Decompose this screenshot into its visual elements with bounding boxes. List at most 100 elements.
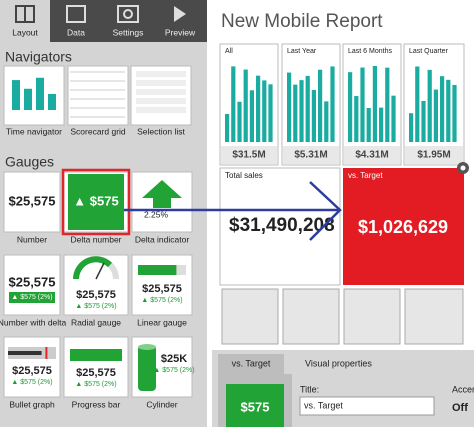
field-label: Title: xyxy=(300,384,319,394)
gauge-label[interactable]: Number with delta xyxy=(0,317,67,327)
preview-tile xyxy=(226,384,284,427)
cylinder-top xyxy=(138,344,156,350)
gauge-value: $25,575 xyxy=(142,283,182,295)
gauge-label[interactable]: Bullet graph xyxy=(9,399,55,409)
deco-bar xyxy=(330,66,335,142)
report-tile[interactable] xyxy=(219,43,279,166)
tile-label: Last Year xyxy=(287,48,317,55)
tile-label: All xyxy=(225,48,233,55)
navigator-label[interactable]: Selection list xyxy=(137,126,185,136)
accent-toggle[interactable]: Off xyxy=(452,402,468,414)
deco-item xyxy=(136,98,186,104)
deco-bar xyxy=(391,95,396,142)
progress-bar xyxy=(70,349,122,361)
navigator-label[interactable]: Time navigator xyxy=(6,126,62,136)
tile-label: Last 6 Months xyxy=(348,48,392,55)
gauge-value: $25K xyxy=(161,353,187,365)
tile-label: Total sales xyxy=(225,171,263,180)
title-input-value[interactable]: vs. Target xyxy=(304,400,343,410)
deco-bar xyxy=(421,100,426,142)
gear-icon xyxy=(460,165,466,171)
gauge-label[interactable]: Linear gauge xyxy=(137,317,187,327)
section-title: Navigators xyxy=(5,49,72,65)
prop-tab-active[interactable] xyxy=(218,354,284,374)
tile-value: $5.31M xyxy=(294,150,327,161)
gauge-label[interactable]: Progress bar xyxy=(72,399,121,409)
tile-value: $31.5M xyxy=(232,150,265,161)
tile-value: $31,490,208 xyxy=(229,215,335,236)
gauge-delta: ▲ $575 (2%) xyxy=(153,367,194,374)
report-tile[interactable] xyxy=(281,43,341,166)
preview-icon xyxy=(174,6,186,22)
gauge-thumb[interactable] xyxy=(63,336,129,398)
vs-target-tile[interactable] xyxy=(343,168,464,285)
linear-fill xyxy=(138,265,177,275)
empty-cell[interactable] xyxy=(343,288,401,345)
annotation-arrowhead xyxy=(309,181,342,241)
gauge-label[interactable]: Delta indicator xyxy=(135,234,190,244)
value-strip xyxy=(221,146,277,164)
value-strip xyxy=(405,146,463,164)
deco-bar xyxy=(231,66,236,142)
deco-bar xyxy=(249,90,254,142)
prop-tab[interactable]: vs. Target xyxy=(232,358,271,368)
cylinder xyxy=(138,345,156,391)
tile-value: $1.95M xyxy=(417,150,450,161)
deco-bar xyxy=(36,77,44,110)
gauge-value: ▲ $575 xyxy=(73,193,118,208)
deco-bar xyxy=(366,108,371,142)
gauge-delta: ▲ $575 (2%) xyxy=(11,294,52,301)
prop-tab[interactable]: Visual properties xyxy=(305,358,372,368)
field-label: Accen xyxy=(452,384,474,394)
gauge-value: 2.25% xyxy=(144,209,169,219)
section-title: Gauges xyxy=(5,154,54,170)
up-arrow xyxy=(142,180,182,208)
deco-bar xyxy=(415,66,420,142)
gauge-label[interactable]: Cylinder xyxy=(146,399,177,409)
tab-label[interactable]: Settings xyxy=(113,27,144,37)
deco-bar xyxy=(409,113,414,142)
report-title: New Mobile Report xyxy=(221,11,383,32)
empty-cell[interactable] xyxy=(221,288,279,345)
title-input[interactable] xyxy=(299,396,435,416)
gauge-label[interactable]: Radial gauge xyxy=(71,317,121,327)
deco-item xyxy=(136,71,186,77)
deco-bar xyxy=(318,69,323,142)
navigator-label[interactable]: Scorecard grid xyxy=(70,126,126,136)
empty-cell[interactable] xyxy=(282,288,340,345)
deco-bar xyxy=(324,101,329,142)
deco-bar xyxy=(311,89,316,142)
total-sales-tile[interactable] xyxy=(219,167,341,286)
deco-bar xyxy=(440,76,445,142)
gauge-delta: ▲ $575 (2%) xyxy=(75,381,116,388)
settings-icon xyxy=(123,9,133,19)
empty-cell[interactable] xyxy=(404,288,464,345)
delta-bg xyxy=(9,292,55,303)
gauge-thumb[interactable] xyxy=(3,171,61,233)
tab-label[interactable]: Layout xyxy=(12,27,38,37)
deco-item xyxy=(136,107,186,113)
gauge-thumb[interactable] xyxy=(63,254,129,316)
deco-item xyxy=(136,89,186,95)
gauge-value: $25,575 xyxy=(9,193,56,208)
gauge-label[interactable]: Delta number xyxy=(70,234,121,244)
gauge-delta: ▲ $575 (2%) xyxy=(11,379,52,386)
deco-bar xyxy=(305,75,310,142)
value-strip xyxy=(344,146,400,164)
gauge-value: $25,575 xyxy=(12,365,52,377)
gauge-thumb[interactable] xyxy=(3,254,61,316)
deco-bar xyxy=(427,69,432,142)
gauge-label[interactable]: Number xyxy=(17,234,47,244)
deco-bar xyxy=(299,80,304,142)
selection-border xyxy=(61,168,131,236)
deco-item xyxy=(136,80,186,86)
navigator-thumb[interactable] xyxy=(67,65,129,126)
tab-label[interactable]: Data xyxy=(67,27,85,37)
deco-bar xyxy=(256,75,261,142)
deco-bar xyxy=(354,96,359,142)
report-tile[interactable] xyxy=(342,43,402,166)
needle xyxy=(95,262,105,280)
tab-label[interactable]: Preview xyxy=(165,27,196,37)
deco-bar xyxy=(225,114,230,142)
